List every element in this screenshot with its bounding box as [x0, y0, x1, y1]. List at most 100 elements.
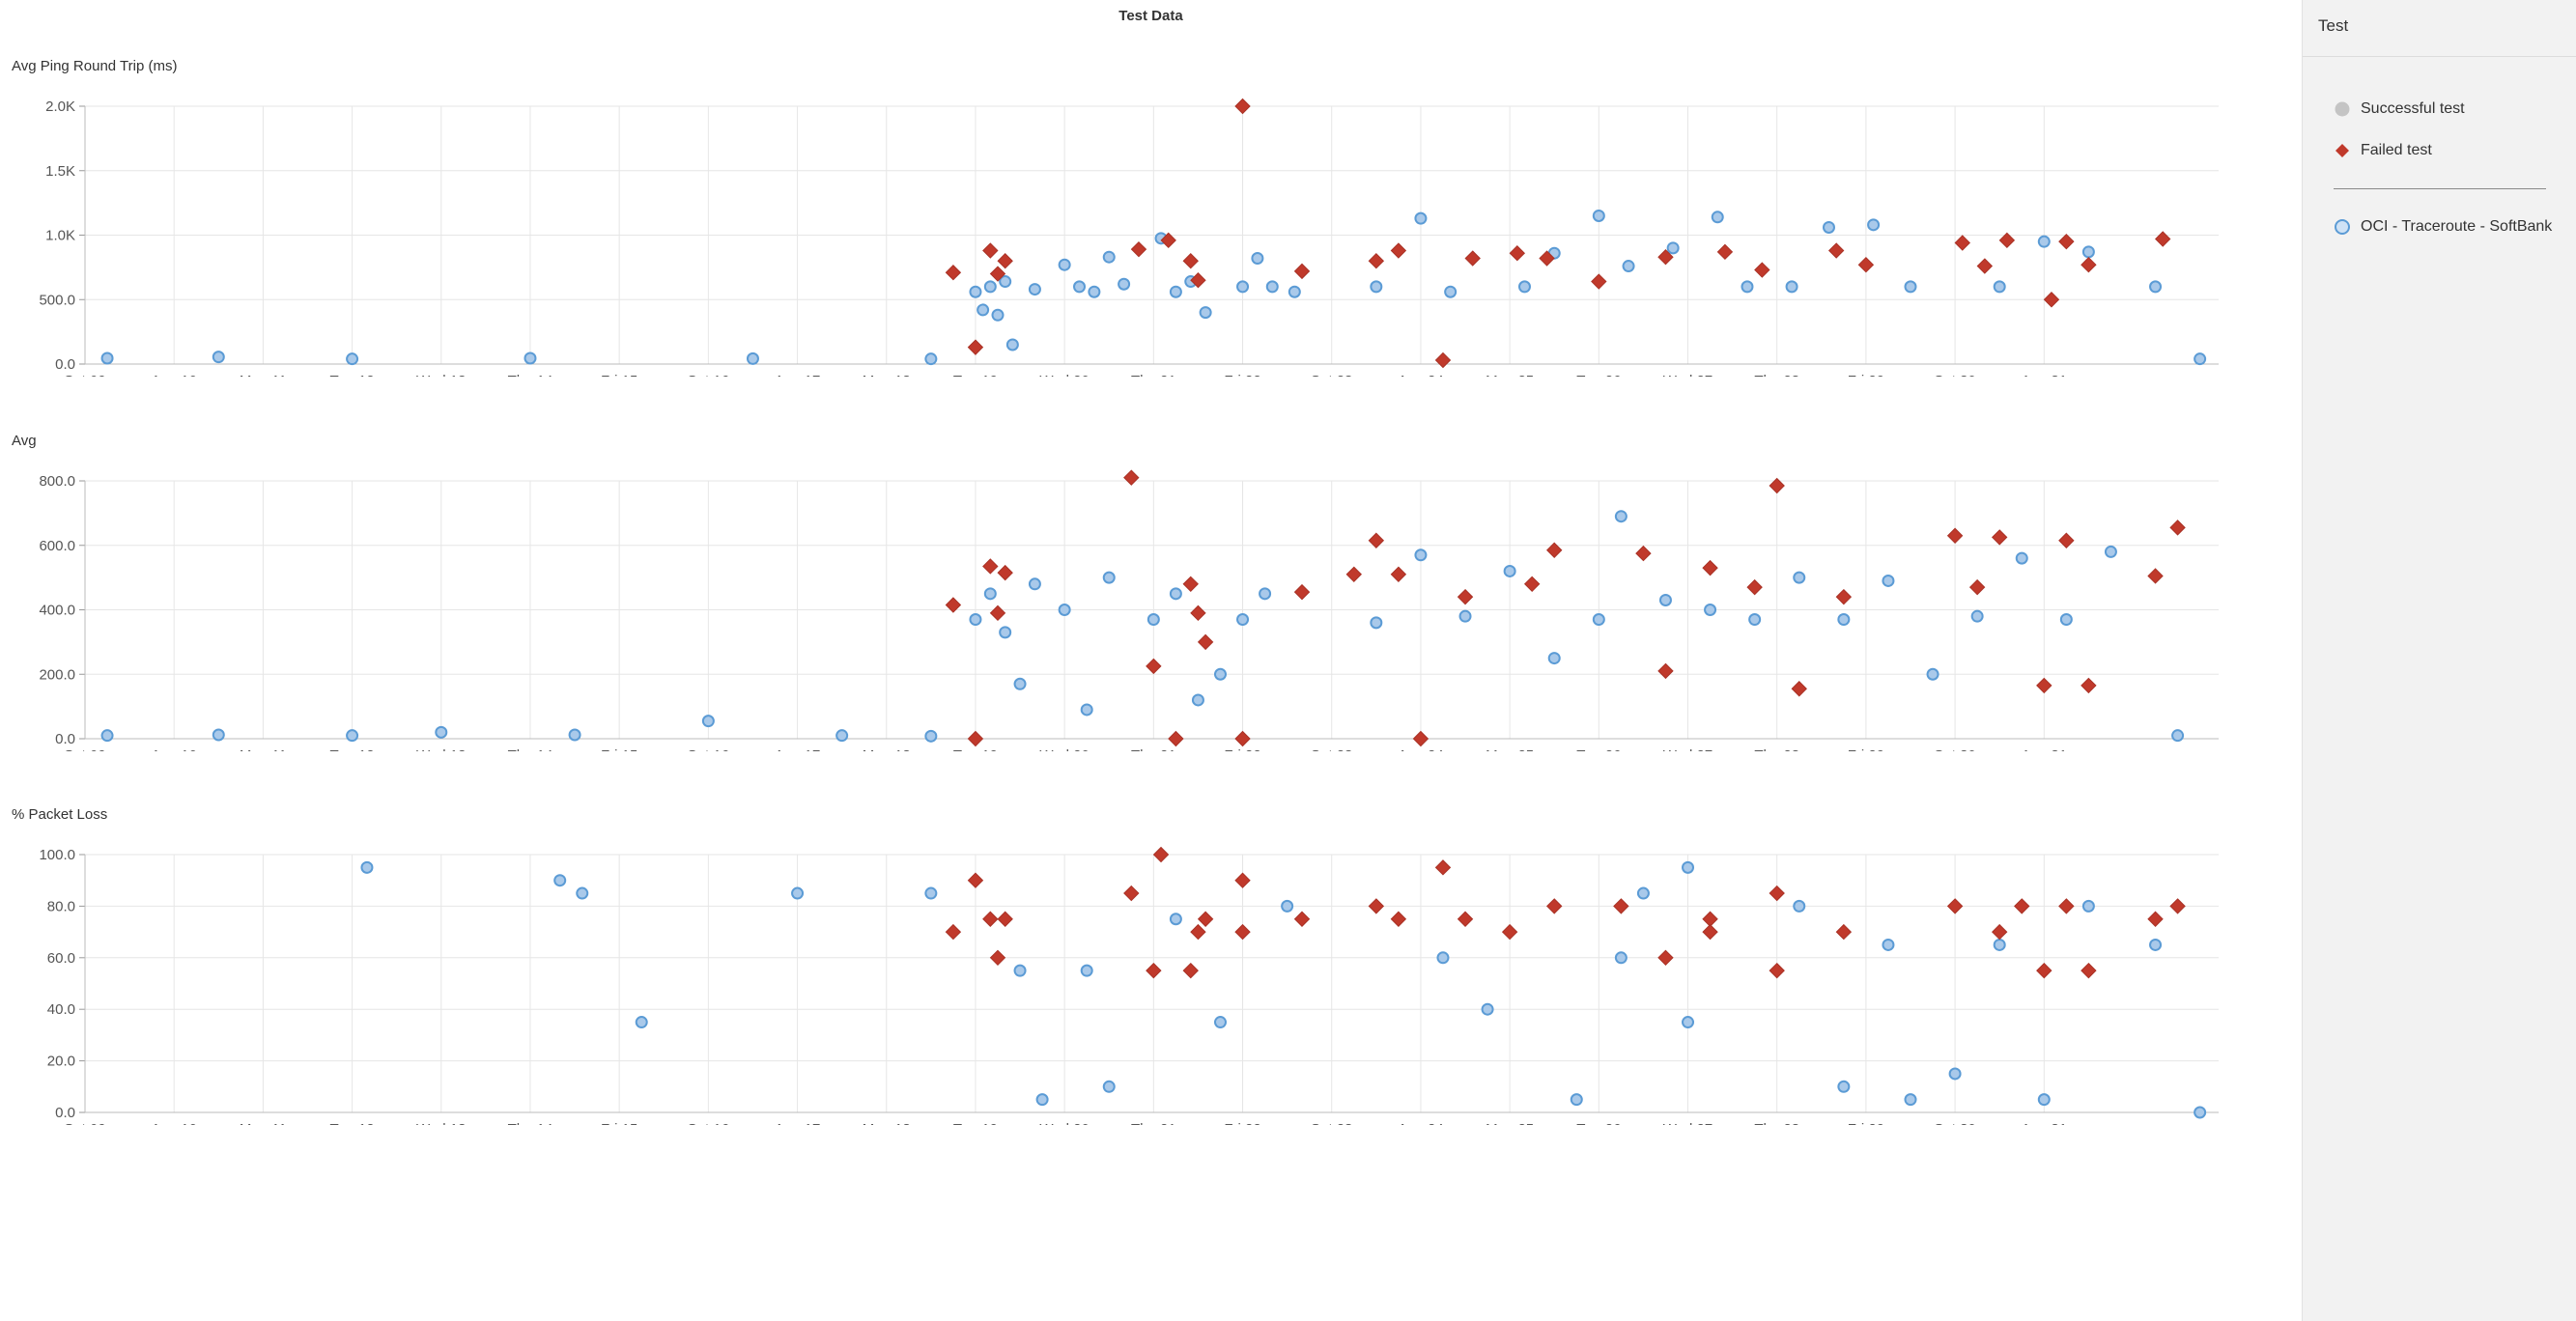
failed-test-marker[interactable] [2058, 898, 2075, 914]
failed-test-marker[interactable] [1234, 730, 1251, 747]
data-point[interactable] [999, 275, 1012, 289]
failed-test-marker[interactable] [1123, 469, 1140, 486]
data-point[interactable] [2171, 729, 2185, 743]
data-point[interactable] [524, 351, 537, 365]
data-point[interactable] [1088, 285, 1101, 298]
data-point[interactable] [983, 280, 997, 294]
failed-test-marker[interactable] [1190, 604, 1206, 622]
failed-test-marker[interactable] [1160, 232, 1176, 249]
data-point[interactable] [2059, 613, 2073, 627]
failed-test-marker[interactable] [1657, 662, 1674, 680]
failed-test-marker[interactable] [1523, 576, 1541, 593]
failed-test-marker[interactable] [1754, 262, 1770, 278]
failed-test-marker[interactable] [1197, 633, 1214, 651]
failed-test-marker[interactable] [1293, 263, 1311, 280]
failed-test-marker[interactable] [997, 911, 1013, 927]
data-point[interactable] [1904, 1093, 1917, 1107]
data-point[interactable] [1993, 280, 2006, 294]
data-point[interactable] [1458, 609, 1472, 623]
data-point[interactable] [1169, 587, 1182, 601]
failed-test-marker[interactable] [1130, 240, 1147, 258]
data-point[interactable] [1236, 613, 1250, 627]
data-point[interactable] [1118, 277, 1131, 291]
data-point[interactable] [1837, 1080, 1851, 1093]
data-point[interactable] [2015, 551, 2028, 565]
data-point[interactable] [2149, 938, 2163, 951]
data-point[interactable] [1682, 860, 1695, 874]
failed-test-marker[interactable] [2147, 568, 2164, 584]
failed-test-marker[interactable] [989, 949, 1006, 967]
data-point[interactable] [1146, 613, 1160, 627]
data-point[interactable] [1822, 220, 1835, 234]
failed-test-marker[interactable] [1182, 962, 1199, 979]
failed-test-marker[interactable] [1234, 923, 1251, 941]
data-point[interactable] [1436, 951, 1450, 965]
failed-test-marker[interactable] [1546, 542, 1563, 558]
data-point[interactable] [100, 351, 114, 365]
data-point[interactable] [999, 626, 1012, 639]
legend-item-successful-test[interactable]: Successful test [2334, 98, 2465, 120]
failed-test-marker[interactable] [1182, 576, 1199, 593]
failed-test-marker[interactable] [1123, 885, 1140, 902]
data-point[interactable] [212, 728, 225, 742]
data-point[interactable] [1259, 587, 1272, 601]
data-point[interactable] [2037, 235, 2051, 248]
data-point[interactable] [1970, 609, 1984, 623]
data-point[interactable] [576, 886, 589, 900]
data-point[interactable] [435, 725, 448, 739]
failed-test-marker[interactable] [1716, 243, 1734, 261]
data-point[interactable] [1281, 899, 1294, 913]
failed-test-marker[interactable] [1769, 477, 1785, 494]
data-point[interactable] [212, 351, 225, 364]
data-point[interactable] [1481, 1002, 1494, 1016]
data-point[interactable] [1503, 564, 1516, 577]
data-point[interactable] [1005, 338, 1019, 351]
failed-test-marker[interactable] [982, 911, 999, 927]
data-point[interactable] [1636, 886, 1650, 900]
failed-test-marker[interactable] [1197, 911, 1214, 927]
data-point[interactable] [969, 613, 982, 627]
failed-test-marker[interactable] [1769, 885, 1785, 902]
failed-test-marker[interactable] [1190, 272, 1206, 289]
failed-test-marker[interactable] [1234, 872, 1251, 888]
data-point[interactable] [1213, 1016, 1227, 1029]
data-point[interactable] [2037, 1093, 2051, 1107]
data-point[interactable] [1793, 571, 1806, 584]
data-point[interactable] [1948, 1067, 1962, 1081]
failed-test-marker[interactable] [2036, 962, 2052, 979]
data-point[interactable] [924, 352, 938, 366]
data-point[interactable] [1028, 283, 1041, 296]
data-point[interactable] [991, 308, 1005, 322]
failed-test-marker[interactable] [982, 558, 999, 575]
failed-test-marker[interactable] [1152, 846, 1170, 863]
data-point[interactable] [553, 874, 567, 887]
failed-test-marker[interactable] [1412, 730, 1430, 747]
data-point[interactable] [983, 587, 997, 601]
data-point[interactable] [1614, 951, 1628, 965]
legend-item-failed-test[interactable]: Failed test [2334, 140, 2432, 161]
data-point[interactable] [1013, 677, 1027, 690]
data-point[interactable] [1169, 285, 1182, 298]
failed-test-marker[interactable] [1146, 962, 1162, 979]
failed-test-marker[interactable] [1146, 658, 1162, 675]
failed-test-marker[interactable] [1501, 923, 1518, 941]
data-point[interactable] [1926, 667, 1939, 681]
data-point[interactable] [1711, 211, 1724, 224]
data-point[interactable] [1682, 1016, 1695, 1029]
failed-test-marker[interactable] [1946, 527, 1964, 544]
failed-test-marker[interactable] [1702, 559, 1718, 576]
failed-test-marker[interactable] [1390, 911, 1407, 927]
data-point[interactable] [969, 285, 982, 298]
failed-test-marker[interactable] [1968, 578, 1986, 596]
data-point[interactable] [1058, 258, 1071, 271]
data-point[interactable] [1080, 964, 1093, 977]
data-point[interactable] [2081, 245, 2095, 259]
data-point[interactable] [1028, 577, 1041, 591]
failed-test-marker[interactable] [1368, 532, 1385, 548]
failed-test-marker[interactable] [1434, 859, 1452, 876]
failed-test-marker[interactable] [1345, 566, 1362, 582]
failed-test-marker[interactable] [997, 564, 1013, 581]
failed-test-marker[interactable] [1746, 578, 1763, 596]
data-point[interactable] [1370, 616, 1383, 630]
failed-test-marker[interactable] [1546, 898, 1563, 914]
